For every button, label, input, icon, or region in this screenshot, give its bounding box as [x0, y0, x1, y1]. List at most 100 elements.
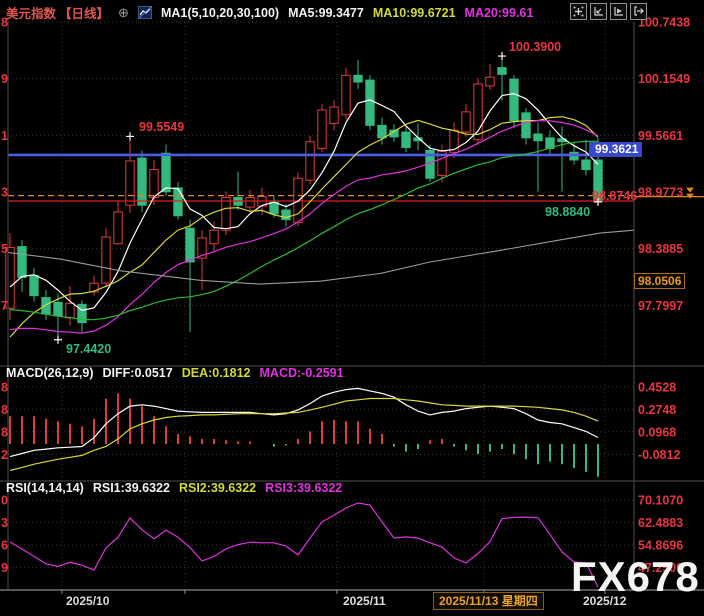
cross-marker: [594, 197, 602, 206]
macd-diff-value: DIFF:0.0517: [102, 366, 173, 380]
chart-type-icon[interactable]: [137, 5, 153, 20]
candle: [305, 141, 315, 181]
svg-text:6: 6: [1, 538, 8, 552]
svg-text:99.5661: 99.5661: [638, 129, 683, 143]
candle: [401, 131, 411, 148]
svg-text:1: 1: [1, 129, 8, 143]
candle: [137, 157, 147, 206]
rsi2-value: RSI2:39.6322: [178, 481, 257, 495]
svg-text:70.1070: 70.1070: [638, 494, 683, 508]
rsi-header: RSI(14,14,14) RSI1:39.6322 RSI2:39.6322 …: [6, 481, 342, 495]
macd-hist-value: MACD:-0.2591: [259, 366, 344, 380]
zoom-play-axis-icon[interactable]: [610, 3, 627, 20]
macd-dea-value: DEA:0.1812: [181, 366, 251, 380]
rsi1-value: RSI1:39.6322: [92, 481, 170, 495]
svg-text:100.1549: 100.1549: [638, 72, 690, 86]
ma10-line: [9, 116, 599, 338]
main-header: 美元指数 【日线】 ⊕ MA1(5,10,20,30,100) MA5:99.3…: [6, 3, 533, 22]
candle: [29, 274, 39, 297]
zoom-fit-axis-icon[interactable]: [590, 3, 607, 20]
svg-text:0.2748: 0.2748: [638, 403, 676, 417]
pane-expand-right-icon[interactable]: [630, 3, 647, 20]
diff-line: [9, 387, 599, 458]
candle: [209, 229, 219, 245]
swing-high-label-2: 100.3900: [509, 40, 562, 54]
candle: [53, 301, 63, 317]
svg-text:62.4883: 62.4883: [638, 516, 683, 530]
svg-text:3: 3: [1, 516, 8, 530]
swing-marks: [54, 52, 602, 344]
blue-line-price-tag: 99.3621: [589, 142, 643, 157]
svg-text:9: 9: [1, 561, 8, 575]
svg-text:-0.0812: -0.0812: [638, 448, 680, 462]
circle-plus-icon[interactable]: ⊕: [118, 4, 129, 20]
candle: [353, 74, 363, 83]
candle: [89, 282, 99, 293]
swing-low-label: 97.4420: [66, 342, 112, 356]
rsi-params-label: RSI(14,14,14): [6, 481, 84, 495]
grid: [8, 21, 634, 588]
svg-text:0.0968: 0.0968: [638, 425, 676, 439]
candle: [65, 302, 75, 319]
candle: [149, 169, 159, 199]
orange-axis-price-tag: 98.0506: [634, 273, 686, 289]
time-label-nov: 2025/11: [343, 594, 386, 608]
candle: [317, 109, 327, 149]
candle: [245, 197, 255, 208]
candle: [221, 197, 231, 231]
cross-marker: [498, 52, 506, 61]
svg-text:8: 8: [1, 425, 8, 439]
candle: [77, 303, 87, 324]
candle: [497, 67, 507, 75]
candle: [377, 124, 387, 139]
svg-text:98.3885: 98.3885: [638, 242, 683, 256]
candle: [161, 152, 171, 193]
rsi3-value: RSI3:39.6322: [265, 481, 343, 495]
support-level-label: 98.8840: [545, 205, 591, 219]
frame: [0, 22, 704, 594]
candle: [533, 133, 543, 142]
candle: [473, 83, 483, 141]
svg-text:7: 7: [1, 299, 8, 313]
macd-header: MACD(26,12,9) DIFF:0.0517 DEA:0.1812 MAC…: [6, 366, 344, 380]
time-label-oct: 2025/10: [66, 594, 110, 608]
watermark: FX678: [571, 553, 700, 600]
swing-high-label-1: 99.5549: [139, 120, 185, 134]
svg-text:54.8696: 54.8696: [638, 538, 683, 552]
cross-marker: [126, 132, 134, 141]
svg-text:97.7997: 97.7997: [638, 299, 683, 313]
moving-averages: [7, 92, 635, 338]
ma5-line: [9, 92, 599, 311]
ma5-value: MA5:99.3477: [288, 5, 364, 20]
candle: [581, 159, 591, 171]
ma10-value: MA10:99.6721: [372, 5, 456, 20]
candle: [17, 246, 27, 278]
candle: [113, 211, 123, 245]
last-price-label: 98.8746: [592, 189, 638, 203]
svg-text:8: 8: [1, 380, 8, 394]
move-crosshair-icon[interactable]: [570, 3, 587, 20]
svg-text:0.4528: 0.4528: [638, 380, 676, 394]
candle: [101, 236, 111, 284]
candle: [185, 227, 195, 263]
ma30-line: [9, 140, 599, 321]
candle: [341, 74, 351, 116]
svg-text:3: 3: [1, 186, 8, 200]
cross-marker: [54, 335, 62, 344]
rsi-pane: [9, 502, 599, 588]
svg-text:98.9773: 98.9773: [638, 186, 683, 200]
svg-text:8: 8: [1, 403, 8, 417]
time-label-dec: 2025/12: [583, 594, 627, 608]
candle: [485, 76, 495, 87]
svg-text:8: 8: [1, 16, 8, 30]
candle: [5, 247, 15, 309]
svg-text:9: 9: [1, 72, 8, 86]
svg-text:47.2509: 47.2509: [638, 561, 683, 575]
candlesticks[interactable]: [5, 56, 603, 340]
symbol-title: 美元指数: [6, 7, 57, 21]
candle: [521, 112, 531, 139]
ma20-value: MA20:99.61: [464, 5, 534, 20]
svg-text:0: 0: [1, 494, 8, 508]
